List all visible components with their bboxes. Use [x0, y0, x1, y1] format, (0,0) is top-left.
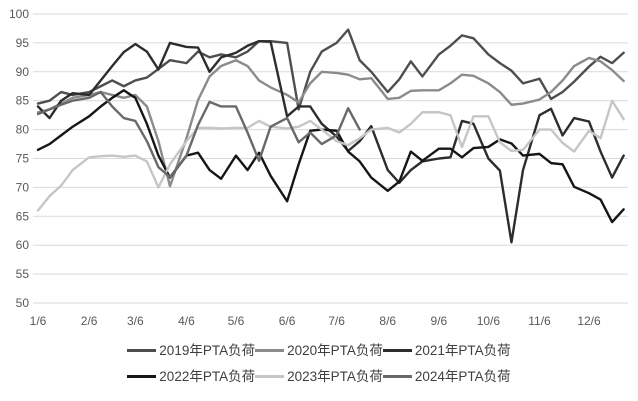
x-axis-tick-10-6: 10/6: [477, 314, 501, 328]
x-axis-tick-8-6: 8/6: [379, 314, 396, 328]
x-axis-tick-4-6: 4/6: [178, 314, 195, 328]
legend-row-1: 2019年PTA负荷 2020年PTA负荷 2021年PTA负荷: [127, 340, 511, 361]
legend-line-swatch: [127, 375, 157, 378]
y-axis-tick-50: 50: [16, 296, 30, 310]
x-axis-tick-3-6: 3/6: [127, 314, 144, 328]
legend-item-2022年PTA负荷: 2022年PTA负荷: [127, 366, 255, 387]
series-line-2023年PTA负荷: [36, 99, 625, 212]
legend-label: 2022年PTA负荷: [159, 369, 256, 384]
legend-item-2019年PTA负荷: 2019年PTA负荷: [127, 340, 255, 361]
series-line-2019年PTA负荷: [36, 28, 625, 111]
legend-label: 2023年PTA负荷: [287, 369, 383, 384]
x-axis-tick-1-6: 1/6: [30, 314, 47, 328]
line-chart-canvas: 50 55 60 65 70 75 80 85 90 95 100 1/6 2/6 3/6 4/6 5/6 6/…: [9, 7, 628, 328]
legend-item-2024年PTA负荷: 2024年PTA负荷: [382, 366, 511, 387]
x-axis-tick-6-6: 6/6: [279, 314, 296, 328]
x-axis-tick-5-6: 5/6: [228, 314, 245, 328]
legend-line-swatch: [127, 349, 157, 352]
legend-item-2020年PTA负荷: 2020年PTA负荷: [255, 340, 383, 361]
y-axis-tick-60: 60: [16, 238, 30, 252]
legend-line-swatch: [255, 349, 285, 352]
y-axis-tick-85: 85: [16, 94, 30, 108]
series-line-2022年PTA负荷: [36, 89, 625, 224]
x-axis-tick-11-6: 11/6: [528, 314, 551, 328]
legend-label: 2024年PTA负荷: [414, 369, 511, 384]
y-axis-tick-55: 55: [16, 267, 30, 281]
legend-row-2: 2022年PTA负荷 2023年PTA负荷 2024年PTA负荷: [127, 366, 511, 387]
legend-label: 2021年PTA负荷: [414, 343, 511, 358]
x-axis-tick-2-6: 2/6: [81, 314, 98, 328]
series-line-2024年PTA负荷: [36, 90, 361, 179]
legend-line-swatch: [255, 375, 285, 378]
y-axis-tick-100: 100: [9, 7, 29, 21]
legend-line-swatch: [382, 375, 412, 378]
legend-item-2021年PTA负荷: 2021年PTA负荷: [382, 340, 511, 361]
chart-legend: 2019年PTA负荷 2020年PTA负荷 2021年PTA负荷 2022年PTA负荷…: [0, 340, 638, 387]
y-axis-tick-75: 75: [16, 152, 30, 166]
x-axis-tick-12-6: 12/6: [577, 314, 601, 328]
legend-label: 2019年PTA负荷: [159, 343, 256, 358]
y-axis-tick-90: 90: [16, 65, 30, 79]
y-axis-tick-80: 80: [16, 123, 30, 137]
x-axis-tick-9-6: 9/6: [431, 314, 448, 328]
legend-item-2023年PTA负荷: 2023年PTA负荷: [255, 366, 383, 387]
legend-label: 2020年PTA负荷: [287, 343, 383, 358]
x-axis-tick-7-6: 7/6: [328, 314, 345, 328]
legend-line-swatch: [382, 349, 412, 352]
y-axis-tick-95: 95: [16, 36, 30, 50]
series-line-2020年PTA负荷: [36, 56, 625, 188]
y-axis-tick-70: 70: [16, 180, 30, 194]
y-axis-tick-65: 65: [16, 209, 30, 223]
